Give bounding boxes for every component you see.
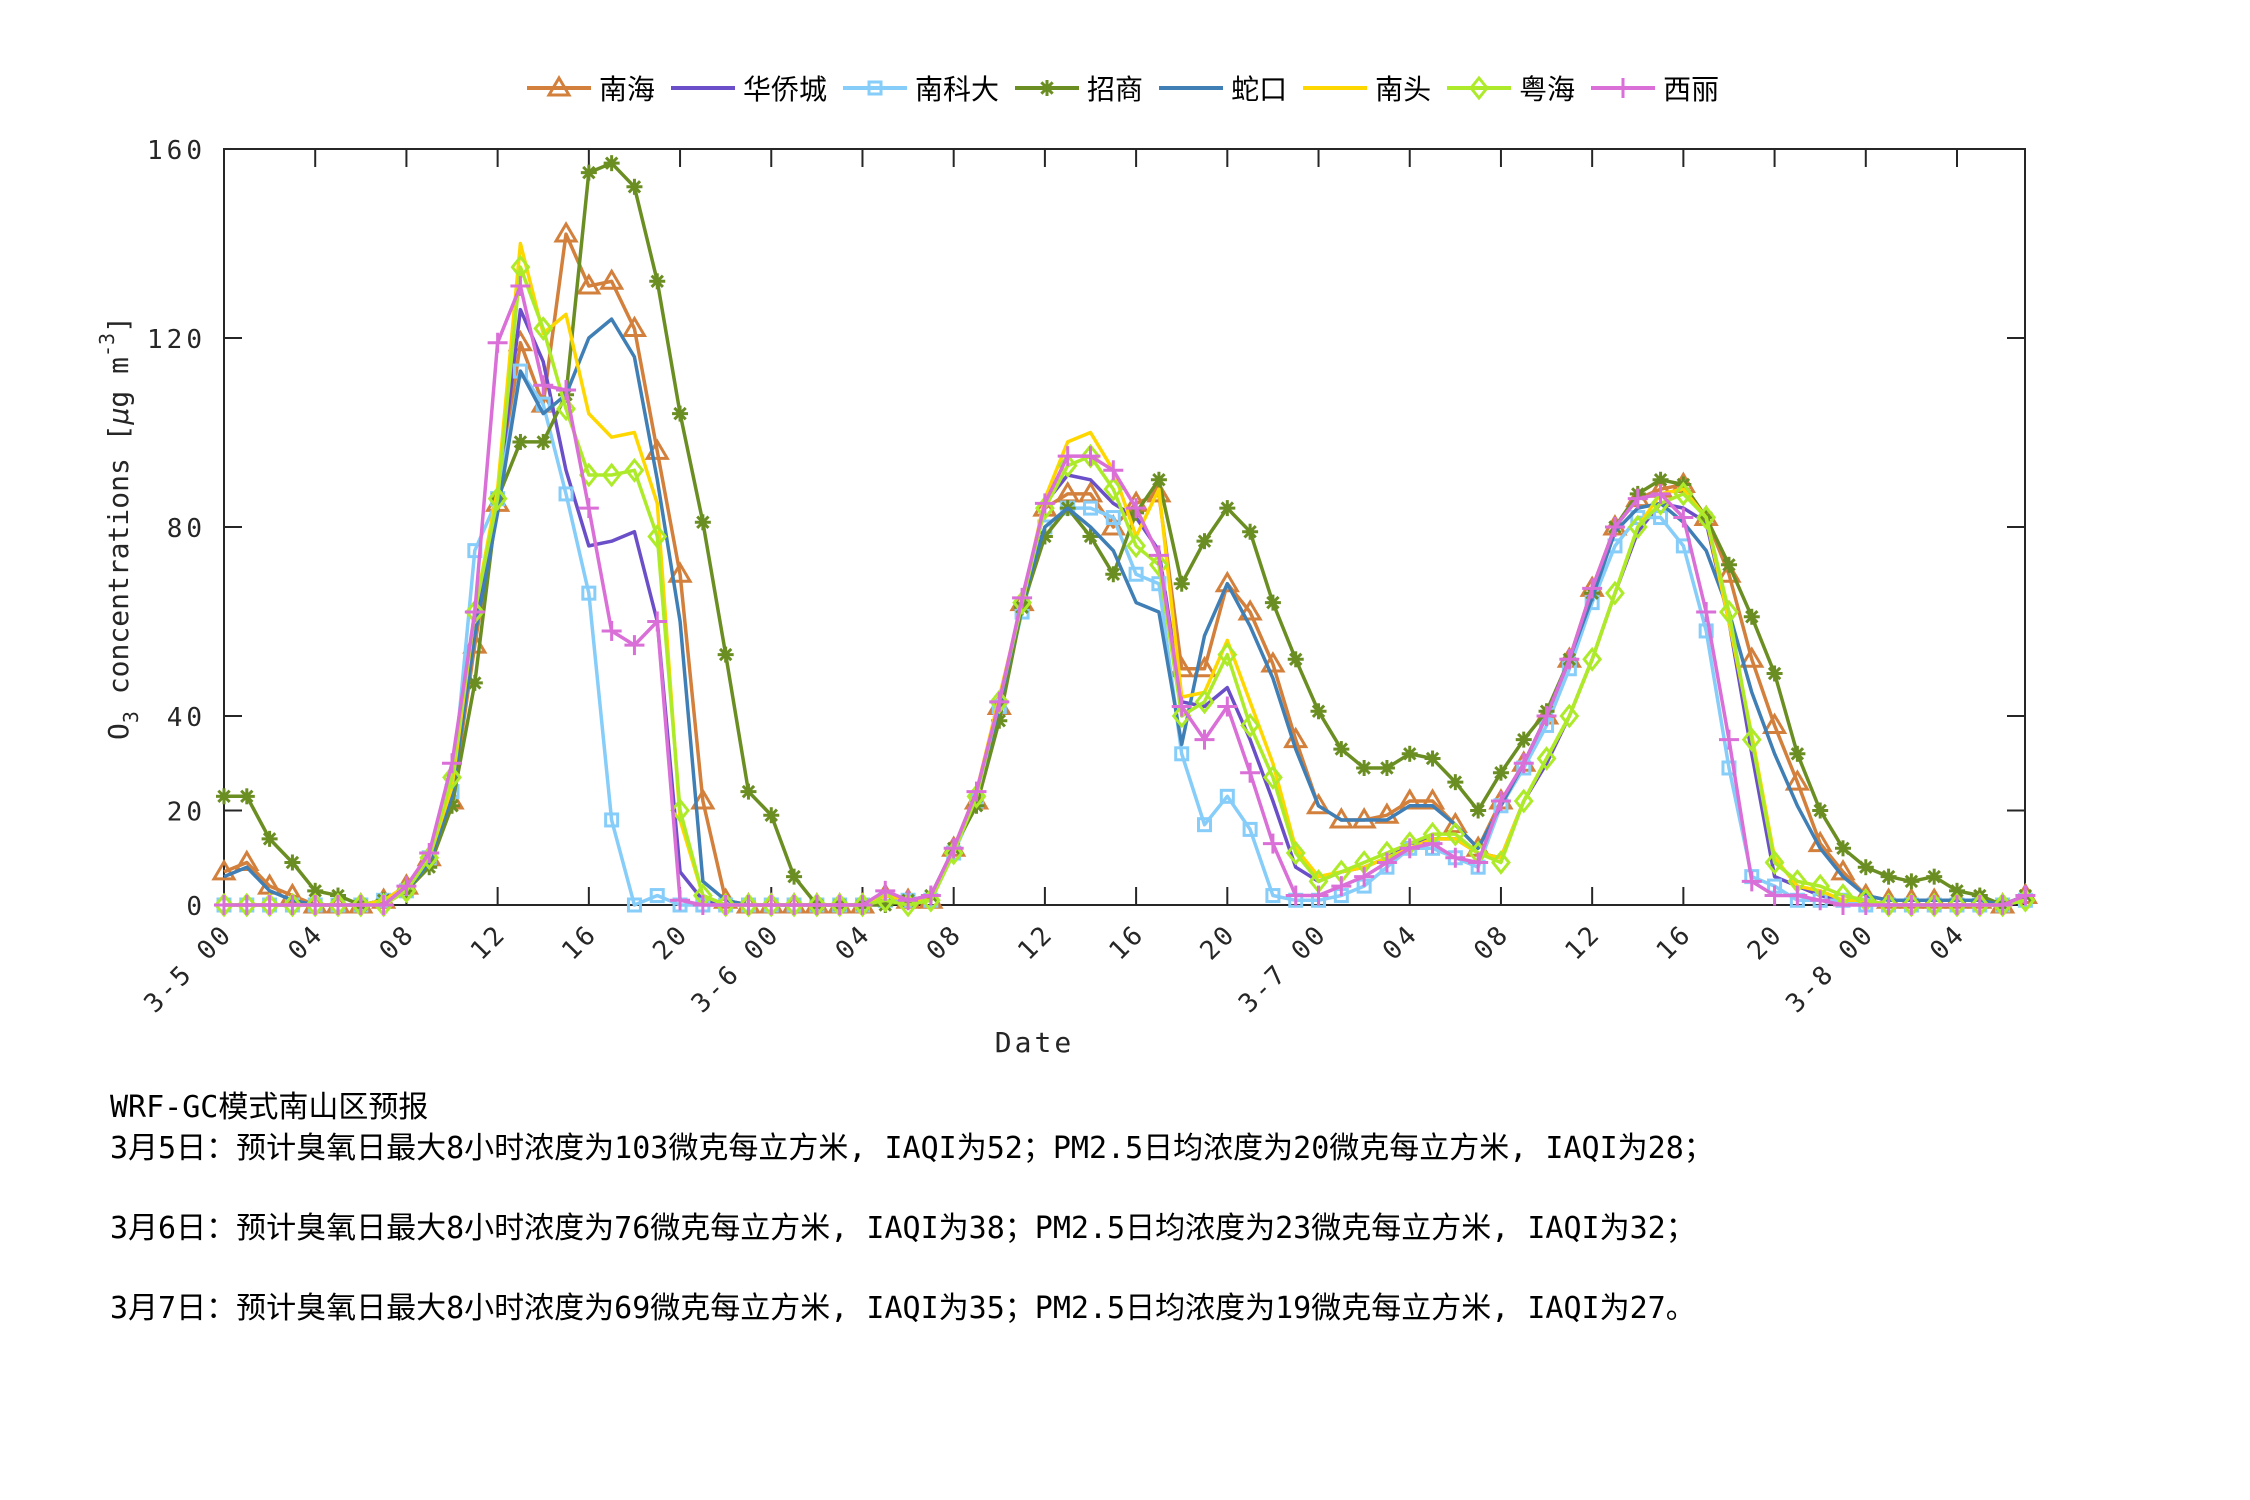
x-tick-label: 08 — [921, 919, 969, 967]
legend-label: 招商 — [1087, 73, 1144, 106]
none-marker-icon — [671, 86, 736, 90]
x-tick-label: 20 — [1742, 919, 1790, 967]
forecast-line-mar5: 3月5日：预计臭氧日最大8小时浓度为103微克每立方米, IAQI为52；PM2… — [110, 1131, 1714, 1166]
x-tick-label: 16 — [1651, 919, 1699, 967]
y-axis: 0 20 40 80 120 160 — [147, 136, 2025, 922]
legend-label: 西丽 — [1663, 73, 1720, 106]
x-tick-label: 16 — [556, 919, 604, 967]
legend-item-4: 招商 — [1013, 68, 1143, 108]
x-axis-label: Date — [995, 1026, 1074, 1059]
x-tick-label: 04 — [1377, 919, 1425, 967]
square-marker-icon — [843, 80, 908, 96]
x-tick-label: 20 — [1195, 919, 1243, 967]
legend-item-8: 西丽 — [1589, 68, 1719, 108]
x-tick-label: 3-7 00 — [1233, 919, 1333, 1019]
x-tick-label: 12 — [1012, 919, 1060, 967]
diamond-marker-icon — [1447, 75, 1512, 101]
legend-label: 粤海 — [1519, 73, 1576, 106]
x-tick-label: 12 — [1560, 919, 1608, 967]
y-tick-label: 20 — [167, 798, 206, 828]
o3-line-chart: 0 20 40 80 120 160 O3 concentrations [μg m-3] 3… — [95, 136, 2039, 1059]
x-tick-label: 04 — [830, 919, 878, 967]
y-tick-label: 0 — [186, 892, 206, 922]
legend-item-5: 蛇口 — [1157, 68, 1287, 108]
legend-label: 南头 — [1375, 73, 1432, 106]
x-tick-label: 16 — [1103, 919, 1151, 967]
x-tick-label: 3-5 00 — [139, 919, 239, 1019]
x-tick-label: 04 — [283, 919, 331, 967]
y-tick-label: 40 — [167, 703, 206, 733]
y-tick-label: 80 — [167, 514, 206, 544]
x-tick-label: 08 — [1468, 919, 1516, 967]
series-7 — [214, 254, 2036, 918]
star-marker-icon — [1015, 80, 1080, 96]
series-8 — [214, 276, 2036, 915]
y-tick-label: 120 — [147, 325, 206, 355]
x-tick-label: 12 — [465, 919, 513, 967]
x-tick-label: 3-6 00 — [686, 919, 786, 1019]
forecast-title: WRF-GC模式南山区预报 — [110, 1090, 429, 1125]
chart-legend: 南海 华侨城 南科大 招商 蛇口 南头 粤海 西丽 — [525, 68, 1733, 108]
legend-item-7: 粤海 — [1445, 68, 1575, 108]
legend-item-6: 南头 — [1301, 68, 1431, 108]
legend-item-1: 南海 — [525, 68, 655, 108]
legend-label: 蛇口 — [1231, 73, 1288, 106]
forecast-line-mar6: 3月6日：预计臭氧日最大8小时浓度为76微克每立方米, IAQI为38；PM2.… — [110, 1211, 1696, 1246]
x-tick-label: 3-8 00 — [1780, 919, 1880, 1019]
triangle-marker-icon — [527, 75, 591, 97]
series-group — [211, 155, 2039, 918]
legend-label: 南海 — [599, 73, 656, 106]
none-marker-icon — [1159, 86, 1224, 90]
series-6 — [224, 241, 2026, 907]
legend-label: 华侨城 — [743, 73, 828, 106]
none-marker-icon — [1303, 86, 1368, 90]
legend-label: 南科大 — [915, 73, 1000, 106]
plus-marker-icon — [1591, 78, 1656, 98]
legend-item-2: 华侨城 — [669, 68, 827, 108]
y-axis-label: O3 concentrations [μg m-3] — [95, 316, 143, 740]
legend-item-3: 南科大 — [841, 68, 999, 108]
x-tick-label: 20 — [647, 919, 695, 967]
x-tick-label: 08 — [374, 919, 422, 967]
x-tick-label: 04 — [1924, 919, 1972, 967]
y-tick-label: 160 — [147, 136, 206, 166]
forecast-line-mar7: 3月7日：预计臭氧日最大8小时浓度为69微克每立方米, IAQI为35；PM2.… — [110, 1291, 1696, 1326]
